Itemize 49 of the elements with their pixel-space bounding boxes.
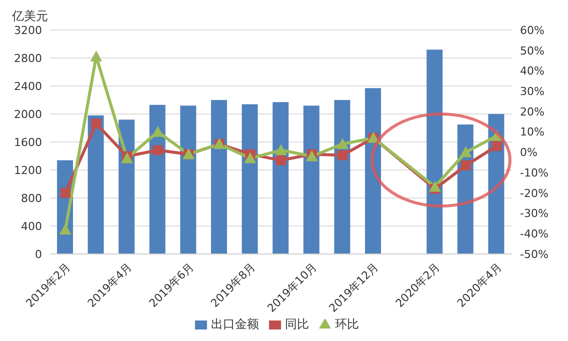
bar	[426, 50, 443, 254]
point	[429, 180, 441, 192]
point	[338, 150, 348, 160]
y-tick-label: 400	[21, 220, 42, 233]
y2-tick-label: -30%	[520, 207, 548, 220]
y2-tick-label: -10%	[520, 166, 548, 180]
y-tick-label: 2400	[14, 80, 42, 93]
y2-tick-label: -20%	[520, 186, 548, 200]
point	[460, 146, 472, 158]
bar	[303, 106, 320, 254]
point	[152, 145, 163, 156]
bar	[272, 102, 289, 254]
y2-tick-label: 60%	[520, 24, 544, 37]
bar	[149, 104, 166, 254]
y2-tick-label: 10%	[520, 126, 544, 139]
legend-label: 出口金额	[211, 317, 259, 331]
y-tick-label: 2000	[14, 108, 42, 121]
point	[59, 224, 72, 235]
bar	[365, 88, 381, 254]
bar	[334, 100, 350, 254]
y-tick-label: 0	[35, 248, 42, 261]
y2-tick-label: 30%	[520, 84, 544, 98]
y-tick-label: 800	[21, 192, 42, 205]
y2-tick-label: -40%	[520, 228, 548, 241]
y2-tick-label: 50%	[520, 44, 544, 58]
y2-tick-label: 40%	[520, 64, 544, 78]
bar	[180, 106, 196, 254]
point	[91, 118, 102, 129]
y-tick-label: 1200	[14, 164, 42, 177]
bar	[88, 115, 104, 254]
y-axis-title: 亿美元	[12, 8, 48, 25]
point	[460, 160, 471, 170]
y-tick-label: 2800	[14, 52, 42, 65]
legend-label: 环比	[335, 317, 359, 331]
y-tick-label: 3200	[14, 24, 42, 37]
y2-tick-label: 0%	[520, 146, 538, 160]
point	[276, 155, 286, 166]
legend-label: 同比	[285, 317, 309, 331]
point	[492, 141, 502, 152]
point	[60, 188, 70, 198]
point	[336, 138, 349, 150]
point	[90, 50, 102, 62]
point	[244, 152, 256, 164]
bar	[211, 100, 227, 254]
y2-tick-label: 20%	[520, 105, 544, 118]
y-tick-label: 1600	[14, 136, 42, 149]
y2-tick-label: -50%	[520, 248, 548, 261]
point	[275, 144, 287, 156]
bar	[242, 104, 258, 254]
